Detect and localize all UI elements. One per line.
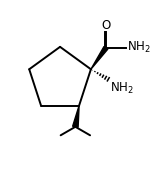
Polygon shape <box>91 46 108 69</box>
Text: NH$_2$: NH$_2$ <box>110 81 134 96</box>
Text: O: O <box>101 19 111 31</box>
Text: NH$_2$: NH$_2$ <box>127 40 151 55</box>
Polygon shape <box>73 105 79 127</box>
